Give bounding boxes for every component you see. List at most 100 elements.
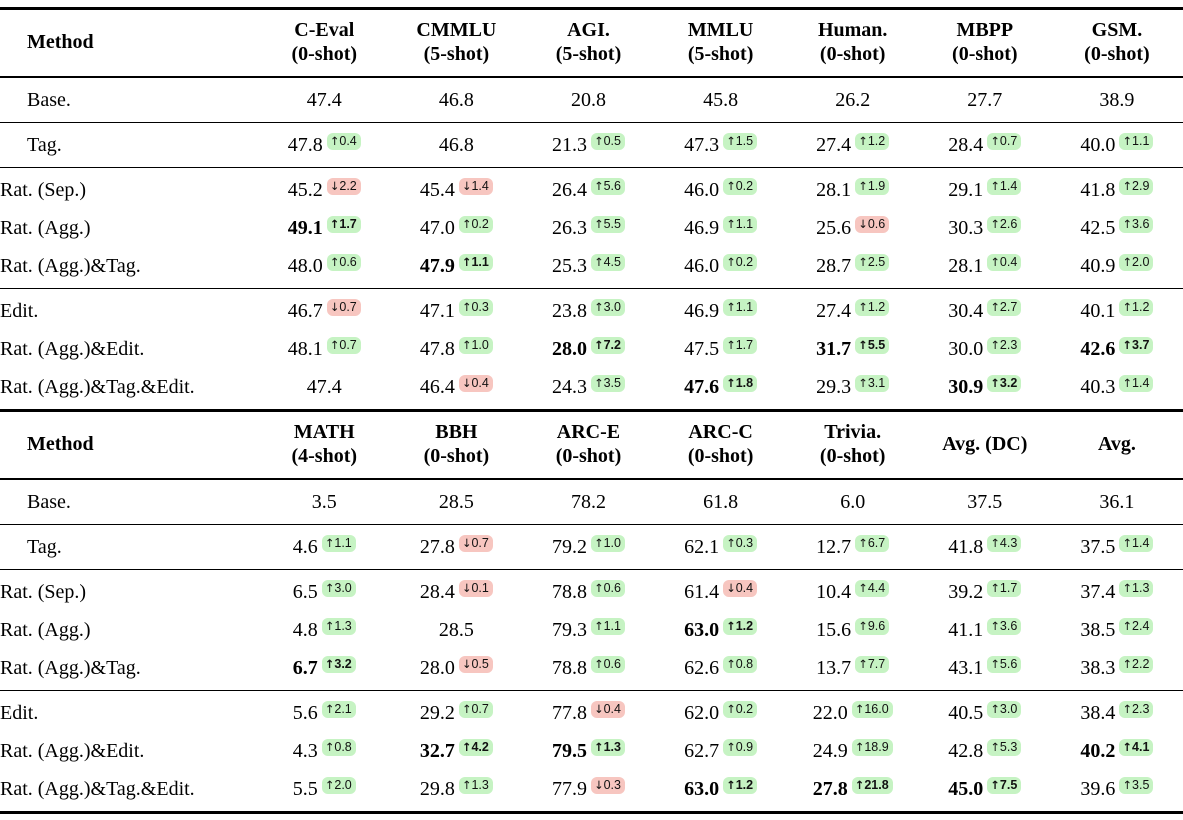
benchmark-shot-setting: (0-shot) xyxy=(423,445,490,468)
arrow-up-icon: ↑ xyxy=(990,337,1000,352)
delta-badge-down: ↓0.7 xyxy=(326,298,361,317)
arrow-up-icon: ↑ xyxy=(858,580,868,595)
delta-badge-up: ↑1.3 xyxy=(321,617,356,635)
cell-value: 78.8 xyxy=(551,580,587,603)
delta-badge-up: ↑1.1 xyxy=(590,617,625,635)
cell-value: 46.0 xyxy=(684,178,720,201)
arrow-up-icon: ↑ xyxy=(324,580,335,595)
method-label: Rat. (Agg.) xyxy=(0,618,91,641)
cell-value: 31.7 xyxy=(816,337,852,360)
score-cell: 13.7 ↑7.7 xyxy=(787,649,919,691)
arrow-up-icon: ↑ xyxy=(1122,777,1133,792)
arrow-up-icon: ↑ xyxy=(324,535,335,550)
delta-badge-up: ↑1.3 xyxy=(1119,579,1154,597)
cell-value: 41.8 xyxy=(1080,178,1116,201)
score-cell: 29.1 ↑1.4 xyxy=(919,167,1051,209)
cell-value: 39.6 xyxy=(1080,777,1116,800)
delta-badge-up: ↑6.7 xyxy=(855,534,890,552)
delta-badge-up: ↑4.1 xyxy=(1119,738,1154,756)
arrow-up-icon: ↑ xyxy=(461,254,472,269)
score-cell: 42.8 ↑5.3 xyxy=(919,732,1051,770)
delta-badge-up: ↑1.7 xyxy=(987,579,1022,597)
arrow-up-icon: ↑ xyxy=(990,618,1000,633)
cell-value: 28.5 xyxy=(438,490,474,513)
score-cell: 12.7 ↑6.7 xyxy=(787,524,919,569)
score-cell: 47.5 ↑1.7 xyxy=(655,330,787,368)
cell-value: 40.5 xyxy=(948,701,984,724)
table-row: Tag. 47.8 ↑0.4 46.8 21.3 ↑0.5 47.3 ↑1.5 27.4 ↑1.2… xyxy=(0,122,1183,167)
arrow-up-icon: ↑ xyxy=(329,133,340,148)
cell-value: 47.3 xyxy=(684,133,720,156)
cell-value: 62.1 xyxy=(684,535,720,558)
cell-value: 47.4 xyxy=(306,375,342,398)
row-group-3: Edit. 46.7 ↓0.7 47.1 ↑0.3 23.8 ↑3.0 46.9 ↑1.1 27.… xyxy=(0,288,1183,409)
column-header-bbh: BBH (0-shot) xyxy=(390,410,522,478)
cell-value: 12.7 xyxy=(816,535,852,558)
score-cell: 30.4 ↑2.7 xyxy=(919,288,1051,330)
arrow-up-icon: ↑ xyxy=(990,216,1000,231)
arrow-up-icon: ↑ xyxy=(461,337,472,352)
cell-value: 13.7 xyxy=(816,656,852,679)
table-row: Rat. (Agg.)&Edit. 4.3 ↑0.8 32.7 ↑4.2 79.5 ↑1.3… xyxy=(0,732,1183,770)
delta-badge-up: ↑3.0 xyxy=(321,579,356,597)
cell-value: 6.5 xyxy=(292,580,318,603)
cell-value: 36.1 xyxy=(1099,490,1135,513)
score-cell: 4.3 ↑0.8 xyxy=(258,732,390,770)
cell-value: 46.4 xyxy=(419,375,455,398)
score-cell: 20.8 xyxy=(522,77,654,123)
cell-value: 40.2 xyxy=(1080,739,1116,762)
cell-value: 10.4 xyxy=(816,580,852,603)
score-cell: 46.8 xyxy=(390,122,522,167)
delta-badge-up: ↑1.9 xyxy=(855,177,890,196)
cell-value: 28.1 xyxy=(948,254,984,277)
arrow-up-icon: ↑ xyxy=(854,739,865,754)
cell-value: 26.3 xyxy=(551,216,587,239)
score-cell: 63.0 ↑1.2 xyxy=(655,770,787,813)
column-header-c-eval: C-Eval (0-shot) xyxy=(258,9,390,77)
score-cell: 46.4 ↓0.4 xyxy=(390,368,522,409)
delta-badge-down: ↓0.5 xyxy=(458,655,493,673)
method-label: Rat. (Agg.)&Tag.&Edit. xyxy=(0,375,195,398)
score-cell: 29.8 ↑1.3 xyxy=(390,770,522,813)
arrow-up-icon: ↑ xyxy=(726,216,736,231)
benchmark-name: MATH xyxy=(293,420,355,443)
cell-value: 42.6 xyxy=(1080,337,1116,360)
delta-badge-up: ↑4.2 xyxy=(458,738,493,756)
table-row: Rat. (Agg.) 4.8 ↑1.3 28.5 79.3 ↑1.1 63.0 ↑1.2 15… xyxy=(0,611,1183,649)
delta-badge-up: ↑4.3 xyxy=(987,534,1022,552)
cell-value: 45.2 xyxy=(287,178,323,201)
cell-value: 46.7 xyxy=(287,299,323,322)
arrow-up-icon: ↑ xyxy=(329,254,340,269)
delta-badge-up: ↑7.2 xyxy=(590,336,625,355)
arrow-down-icon: ↓ xyxy=(461,580,472,595)
benchmark-shot-setting: (4-shot) xyxy=(291,445,358,468)
arrow-up-icon: ↑ xyxy=(990,375,1000,390)
table-row: Edit. 46.7 ↓0.7 47.1 ↑0.3 23.8 ↑3.0 46.9 ↑1.1 27.… xyxy=(0,288,1183,330)
score-cell: 27.8 ↓0.7 xyxy=(390,524,522,569)
arrow-up-icon: ↑ xyxy=(990,178,1000,193)
arrow-up-icon: ↑ xyxy=(990,777,1000,792)
delta-badge-up: ↑2.7 xyxy=(987,298,1022,317)
score-cell: 6.0 xyxy=(787,479,919,525)
cell-value: 47.0 xyxy=(419,216,455,239)
benchmark-shot-setting: (0-shot) xyxy=(819,445,886,468)
cell-value: 46.8 xyxy=(438,88,474,111)
row-group-1: Tag. 47.8 ↑0.4 46.8 21.3 ↑0.5 47.3 ↑1.5 27.4 ↑1.2… xyxy=(0,122,1183,167)
benchmark-name: Trivia. xyxy=(824,420,882,443)
score-cell: 28.4 ↑0.7 xyxy=(919,122,1051,167)
method-label: Rat. (Agg.) xyxy=(0,216,91,239)
score-cell: 29.3 ↑3.1 xyxy=(787,368,919,409)
cell-value: 39.2 xyxy=(948,580,984,603)
score-cell: 40.9 ↑2.0 xyxy=(1051,247,1183,289)
score-cell: 39.6 ↑3.5 xyxy=(1051,770,1183,813)
delta-badge-up: ↑3.6 xyxy=(987,617,1022,635)
cell-value: 27.8 xyxy=(419,535,455,558)
cell-value: 5.5 xyxy=(292,777,318,800)
score-cell: 28.1 ↑0.4 xyxy=(919,247,1051,289)
score-cell: 48.1 ↑0.7 xyxy=(258,330,390,368)
arrow-up-icon: ↑ xyxy=(726,739,736,754)
cell-value: 26.4 xyxy=(551,178,587,201)
score-cell: 63.0 ↑1.2 xyxy=(655,611,787,649)
score-cell: 28.5 xyxy=(390,611,522,649)
